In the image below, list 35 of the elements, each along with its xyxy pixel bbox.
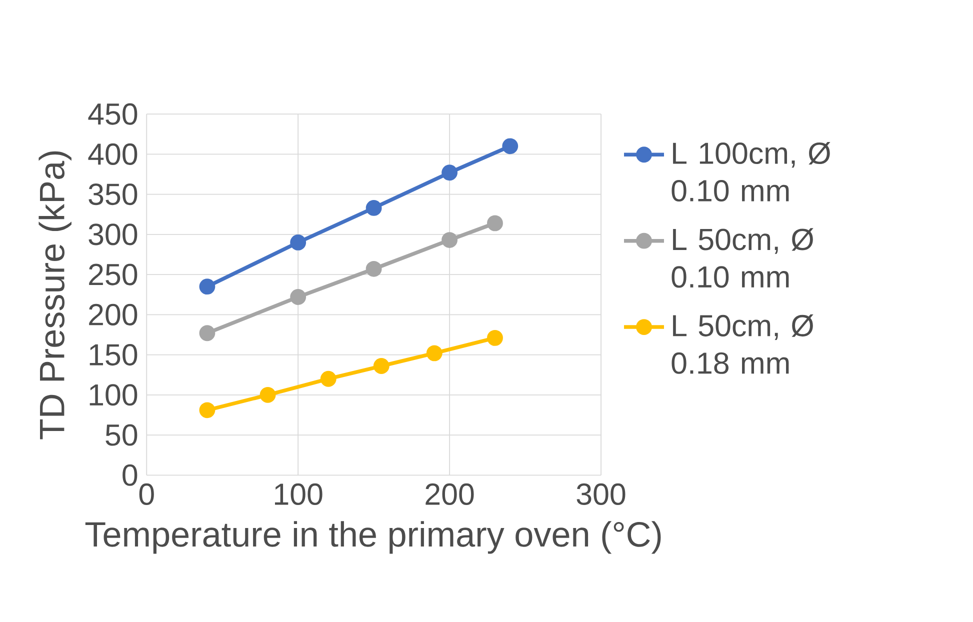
y-tick-label: 50 xyxy=(106,424,138,446)
x-axis-title: Temperature in the primary oven (°C) xyxy=(85,521,661,554)
y-tick-label: 100 xyxy=(90,384,138,406)
y-tick-label: 0 xyxy=(122,464,138,486)
y-tick-label: 300 xyxy=(88,224,138,246)
y-tick-label: 450 xyxy=(88,103,138,125)
y-tick-label: 150 xyxy=(90,344,138,366)
y-tick-label: 200 xyxy=(89,304,138,326)
point xyxy=(442,164,458,181)
point xyxy=(199,325,216,342)
point xyxy=(442,232,458,248)
point xyxy=(260,387,276,403)
point xyxy=(290,289,306,306)
point xyxy=(199,278,216,295)
y-tick-label: 350 xyxy=(88,184,138,206)
point xyxy=(373,358,390,374)
y-axis-title: TD Pressure (kPa) xyxy=(38,152,72,440)
point xyxy=(320,371,336,387)
point xyxy=(426,345,442,362)
point xyxy=(502,138,518,154)
point xyxy=(199,402,216,418)
point xyxy=(366,261,382,278)
x-tick-label: 300 xyxy=(576,484,626,506)
x-tick-label: 100 xyxy=(274,484,322,506)
legend-label: L 50cm, Ø 0.10 mm xyxy=(672,228,814,288)
legend-label: L 100cm, Ø 0.10 mm xyxy=(672,142,830,202)
point xyxy=(290,234,306,251)
point xyxy=(366,200,382,216)
x-tick-label: 0 xyxy=(139,484,154,506)
legend-label: L 50cm, Ø 0.18 mm xyxy=(672,314,814,374)
x-tick-label: 200 xyxy=(426,484,474,506)
y-tick-label: 400 xyxy=(88,144,138,166)
point xyxy=(487,330,503,346)
point xyxy=(487,215,503,232)
y-tick-label: 250 xyxy=(89,264,138,286)
